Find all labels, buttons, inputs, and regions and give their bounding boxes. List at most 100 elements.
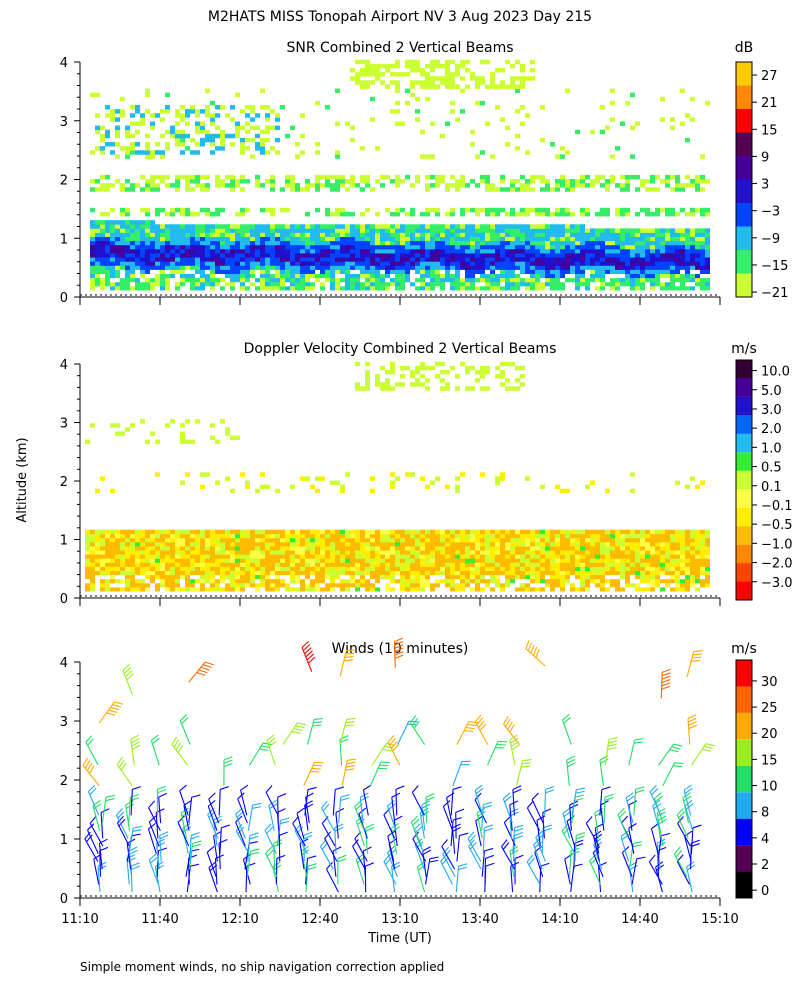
snr-cell: [415, 265, 420, 270]
snr-cell: [630, 248, 635, 254]
snr-cell: [625, 244, 630, 250]
snr-cell: [460, 59, 465, 65]
snr-cell: [590, 277, 595, 283]
doppler-cell: [355, 361, 360, 367]
snr-cell: [630, 265, 635, 270]
doppler-cell: [605, 537, 610, 543]
doppler-cell: [575, 541, 580, 547]
snr-cell: [250, 257, 255, 262]
snr-cell: [520, 261, 525, 266]
snr-cell: [355, 253, 360, 258]
snr-cell: [510, 277, 515, 283]
snr-cell: [115, 248, 120, 254]
snr-cell: [115, 179, 120, 184]
doppler-cell: [360, 529, 365, 535]
doppler-cell: [200, 566, 205, 572]
snr-cell: [315, 248, 320, 254]
snr-cell: [575, 257, 580, 262]
snr-cell: [365, 236, 370, 242]
snr-cell: [390, 232, 395, 237]
doppler-cell: [90, 582, 95, 588]
doppler-cell: [475, 369, 480, 375]
snr-cell: [200, 265, 205, 270]
snr-cell: [195, 236, 200, 242]
snr-cell: [145, 211, 150, 217]
doppler-cell: [290, 554, 295, 559]
snr-cell: [365, 244, 370, 250]
doppler-cell: [180, 431, 185, 436]
doppler-cell: [385, 578, 390, 584]
snr-cell: [535, 285, 540, 291]
snr-cell: [370, 261, 375, 266]
doppler-cell: [180, 480, 185, 486]
snr-cell: [560, 269, 565, 274]
snr-cell: [135, 261, 140, 266]
snr-cell: [370, 117, 375, 122]
snr-cell: [375, 273, 380, 279]
doppler-cell: [555, 574, 560, 580]
doppler-cell: [130, 570, 135, 576]
doppler-cell: [455, 562, 460, 567]
doppler-cell: [290, 558, 295, 563]
snr-cell: [360, 248, 365, 254]
snr-cell: [465, 236, 470, 242]
snr-cell: [145, 281, 150, 287]
snr-cell: [585, 211, 590, 217]
snr-cell: [350, 265, 355, 270]
snr-cell: [460, 109, 465, 114]
snr-cell: [445, 224, 450, 229]
snr-cell: [165, 285, 170, 291]
snr-cell: [180, 224, 185, 229]
snr-cell: [245, 265, 250, 270]
doppler-cell: [240, 472, 245, 477]
colorbar-label: −15: [761, 259, 788, 274]
doppler-cell: [320, 582, 325, 588]
doppler-cell: [605, 488, 610, 494]
doppler-cell: [420, 541, 425, 547]
snr-cell: [280, 244, 285, 250]
snr-cell: [630, 253, 635, 258]
snr-cell: [435, 207, 440, 213]
snr-cell: [430, 232, 435, 237]
doppler-cell: [520, 554, 525, 559]
snr-cell: [225, 183, 230, 188]
snr-cell: [500, 228, 505, 233]
snr-cell: [615, 207, 620, 213]
snr-cell: [430, 80, 435, 85]
snr-cell: [235, 228, 240, 233]
doppler-cell: [90, 546, 95, 551]
snr-cell: [395, 269, 400, 274]
doppler-cell: [355, 529, 360, 535]
doppler-cell: [355, 582, 360, 588]
snr-cell: [575, 228, 580, 233]
snr-cell: [485, 179, 490, 184]
snr-cell: [590, 281, 595, 287]
snr-cell: [140, 261, 145, 266]
doppler-cell: [130, 541, 135, 547]
snr-cell: [105, 183, 110, 188]
snr-cell: [90, 179, 95, 184]
snr-cell: [540, 211, 545, 217]
doppler-cell: [240, 558, 245, 563]
snr-cell: [530, 273, 535, 279]
doppler-cell: [440, 529, 445, 535]
doppler-cell: [300, 554, 305, 559]
snr-cell: [185, 257, 190, 262]
doppler-cell: [455, 574, 460, 580]
snr-cell: [605, 248, 610, 254]
snr-cell: [660, 117, 665, 122]
doppler-cell: [480, 374, 485, 379]
doppler-cell: [615, 529, 620, 535]
snr-cell: [535, 232, 540, 237]
doppler-cell: [95, 537, 100, 543]
doppler-cell: [170, 558, 175, 563]
doppler-cell: [230, 546, 235, 551]
snr-cell: [255, 253, 260, 258]
snr-cell: [410, 273, 415, 279]
snr-cell: [305, 265, 310, 270]
doppler-cell: [295, 586, 300, 592]
doppler-cell: [450, 574, 455, 580]
snr-cell: [425, 253, 430, 258]
snr-cell: [190, 179, 195, 184]
